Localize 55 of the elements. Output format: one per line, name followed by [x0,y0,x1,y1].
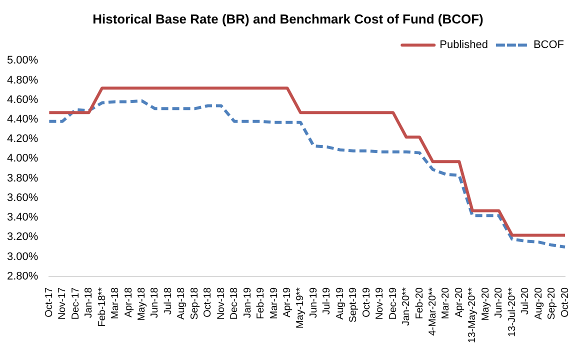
legend-label: BCOF [533,39,564,52]
x-tick-label: Jul-19 [322,286,333,315]
x-tick-label: Nov-18 [216,286,227,320]
x-tick-label: Oct-18 [202,286,214,318]
x-tick-label: Sep-18 [189,286,200,320]
x-tick-label: Feb-19 [256,286,267,320]
legend-label: Published [440,39,488,52]
x-tick-label: Dec-18 [229,286,240,320]
x-tick-label: Apr-20 [454,286,465,318]
x-tick-label: Feb-20 [414,286,426,320]
x-tick-label: 13-Jul-20** [506,287,518,337]
x-tick-label: Aug-20 [533,286,544,320]
x-tick-label: Nov-19 [374,286,386,320]
y-tick-label: 3.00% [6,250,38,263]
x-tick-label: May-18 [136,286,148,321]
x-tick-label: Feb-18** [96,287,108,327]
x-tick-label: Oct-20 [560,286,571,318]
x-tick-label: Jul-20 [520,286,532,315]
y-tick-label: 4.60% [6,94,38,106]
x-tick-label: Dec-19 [388,286,399,320]
x-tick-label: Aug-19 [334,286,346,320]
x-tick-label: Oct-17 [44,286,55,318]
x-tick-label: Mar-18 [110,286,122,320]
x-tick-label: Dec-17 [70,286,82,320]
x-tick-label: Jan-20** [401,287,412,326]
x-tick-label: 4-Mar-20** [427,287,438,336]
y-tick-label: 3.80% [6,172,38,184]
y-tick-label: 4.20% [6,133,38,146]
x-tick-label: Sept-19 [348,286,360,322]
y-tick-label: 4.80% [6,74,38,86]
y-tick-label: 3.20% [6,231,38,244]
y-tick-label: 2.80% [6,270,38,282]
x-tick-label: Mar-19 [268,286,280,320]
x-tick-label: Jun-19 [308,286,320,318]
x-tick-label: Jan-19 [242,286,254,318]
x-tick-label: May-19** [295,287,306,329]
x-tick-label: Oct-19 [361,286,372,318]
x-tick-label: Mar-20 [440,286,452,320]
x-tick-label: Sep-20 [546,286,558,320]
x-tick-label: Jun-20 [494,286,505,318]
y-tick-label: 4.40% [6,113,38,126]
y-tick-label: 5.00% [6,54,38,67]
x-tick-label: Apr-19 [282,286,294,318]
y-tick-label: 3.40% [6,212,38,224]
x-tick-label: 13-May-20** [467,287,478,344]
x-tick-label: Jan-18 [84,286,95,318]
x-tick-label: May-20 [480,286,492,321]
y-tick-label: 4.00% [6,152,38,165]
y-tick-label: 3.60% [6,192,38,204]
x-tick-label: Apr-18 [123,286,134,318]
x-tick-label: Nov-17 [57,286,68,320]
x-tick-label: Aug-18 [176,286,188,320]
x-tick-label: Jun-18 [150,286,161,318]
x-tick-label: Jul-18 [162,286,174,315]
chart-title: Historical Base Rate (BR) and Benchmark Cost of Fund (BCOF) [92,11,484,26]
